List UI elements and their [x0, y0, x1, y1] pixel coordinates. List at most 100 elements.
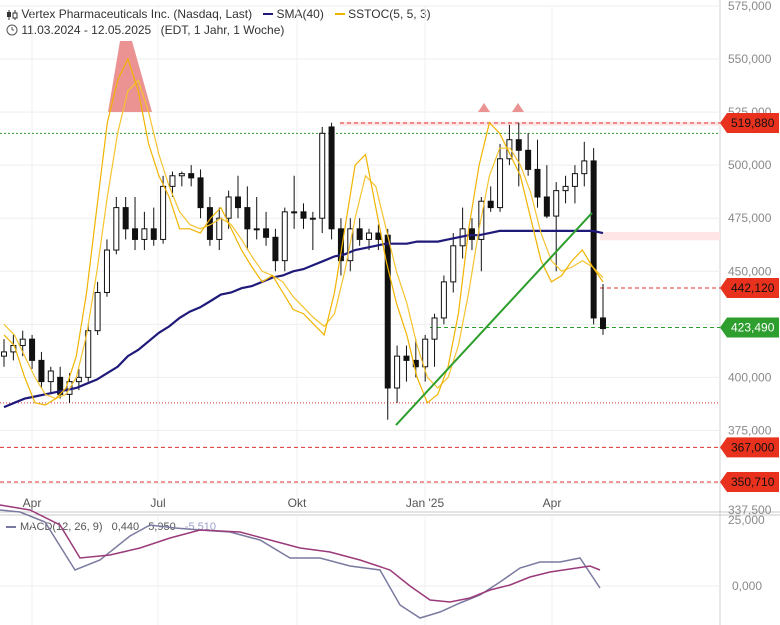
- candle-body: [75, 376, 82, 383]
- sstoc-overbought-fill-2: [478, 103, 490, 112]
- candle-body: [272, 236, 279, 262]
- y-tick-label: 400,000: [728, 370, 772, 384]
- candle-body: [281, 211, 288, 262]
- candle: [590, 148, 597, 325]
- candle-body: [38, 359, 45, 383]
- y-tick-label: 375,000: [728, 423, 772, 437]
- candle: [459, 207, 466, 259]
- candle-body: [525, 149, 532, 170]
- candle-body: [590, 160, 597, 319]
- candle: [197, 169, 204, 219]
- candle: [440, 275, 447, 325]
- macd-y-tick: 0,000: [732, 579, 762, 593]
- candle: [600, 283, 606, 335]
- candle: [581, 141, 588, 187]
- price-tag-support: 423,490: [720, 317, 779, 338]
- candle-body: [309, 217, 316, 220]
- price-tag-resistance: 350,710: [720, 471, 779, 492]
- candle-body: [394, 355, 401, 389]
- candle: [29, 334, 36, 369]
- range-line: 11.03.2024 - 12.05.2025 (EDT, 1 Jahr, 1 …: [6, 22, 284, 37]
- candle: [291, 175, 298, 229]
- x-tick-label: Okt: [288, 496, 307, 510]
- candle-body: [403, 355, 410, 361]
- candle-body: [328, 126, 335, 230]
- candle-body: [543, 196, 550, 217]
- resistance-zone: [600, 232, 720, 241]
- candle: [141, 211, 148, 251]
- candle: [562, 175, 569, 204]
- candle-body: [450, 245, 457, 283]
- candle: [300, 203, 307, 229]
- candle: [337, 218, 344, 276]
- candle: [253, 196, 260, 240]
- candle-body: [515, 139, 522, 151]
- candle-body: [337, 228, 344, 262]
- macd-icon: [6, 526, 16, 529]
- x-tick-label: Apr: [23, 496, 42, 510]
- candle: [234, 175, 241, 219]
- sstoc-legend-swatch: [335, 12, 346, 15]
- candle-body: [422, 338, 429, 368]
- sstoc-legend-label: SSTOC(5, 5, 3): [348, 6, 431, 21]
- price-tag-label: 367,000: [731, 440, 775, 454]
- x-tick-label: Jan '25: [406, 496, 445, 510]
- price-tag-shape: [720, 277, 779, 298]
- candle: [94, 281, 101, 335]
- sstoc-fast-line: [3, 57, 604, 406]
- sstoc-slow-line: [3, 79, 604, 400]
- candle: [487, 186, 494, 212]
- candle: [216, 207, 223, 251]
- candle-body: [19, 338, 26, 347]
- candle: [103, 239, 110, 297]
- candle-body: [122, 207, 129, 230]
- candle: [122, 196, 129, 240]
- candle-body: [600, 317, 606, 330]
- price-tag-label: 350,710: [731, 475, 775, 489]
- candle-body: [571, 173, 578, 187]
- candle-body: [188, 173, 195, 179]
- candle: [328, 122, 335, 240]
- candle-body: [234, 196, 241, 209]
- candle: [431, 313, 438, 367]
- candle-body: [431, 317, 438, 340]
- candle-body: [375, 232, 382, 240]
- candle: [450, 233, 457, 293]
- candle-body: [1, 351, 7, 357]
- price-tag-shape: [720, 317, 779, 338]
- price-tag-label: 423,490: [731, 321, 775, 335]
- candle: [571, 165, 578, 204]
- price-tag-resistance: 367,000: [720, 437, 779, 458]
- candle-body: [356, 228, 363, 240]
- candle-body: [366, 232, 373, 240]
- candle: [47, 366, 54, 395]
- candle-body: [319, 132, 326, 219]
- price-tag-resistance: 442,120: [720, 277, 779, 298]
- candle-body: [534, 168, 541, 198]
- candle: [553, 182, 560, 272]
- candle: [543, 165, 550, 219]
- sma40-line: [3, 229, 604, 409]
- candle: [515, 122, 522, 187]
- candle-body: [197, 177, 204, 209]
- candle: [85, 324, 92, 382]
- date-range: 11.03.2024 - 12.05.2025: [21, 22, 152, 37]
- candle: [394, 345, 401, 403]
- candle-body: [553, 190, 560, 217]
- candle: [150, 207, 157, 246]
- candle: [525, 133, 532, 176]
- candle-body: [263, 228, 270, 238]
- candle: [1, 339, 7, 367]
- candle-body: [300, 211, 307, 219]
- chart-title: Vertex Pharmaceuticals Inc. (Nasdaq, Las…: [21, 6, 253, 21]
- candle: [319, 126, 326, 234]
- candle-body: [225, 196, 232, 219]
- clock-icon: [6, 24, 18, 36]
- candle: [497, 143, 504, 212]
- macd-signal-line: [0, 504, 601, 603]
- candle: [160, 175, 167, 244]
- candle-body: [487, 200, 494, 209]
- candle: [188, 165, 195, 187]
- y-tick-label: 575,000: [728, 0, 772, 13]
